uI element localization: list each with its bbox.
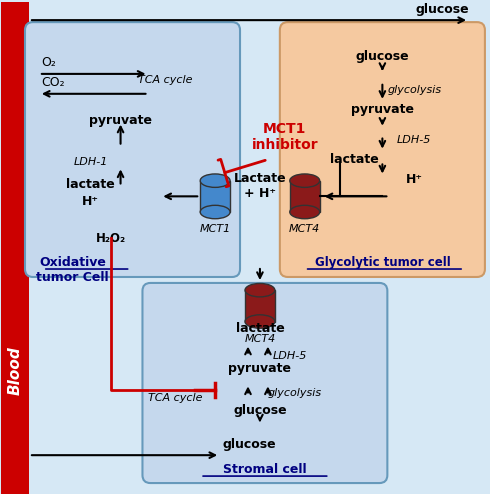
Text: MCT1
inhibitor: MCT1 inhibitor xyxy=(251,122,318,152)
Ellipse shape xyxy=(290,174,319,187)
Bar xyxy=(200,181,230,212)
Text: lactate: lactate xyxy=(236,322,284,335)
Text: glucose: glucose xyxy=(416,3,469,16)
Text: CO₂: CO₂ xyxy=(41,76,65,89)
Text: H⁺: H⁺ xyxy=(406,173,423,186)
Ellipse shape xyxy=(245,284,275,297)
Text: pyruvate: pyruvate xyxy=(351,103,414,116)
FancyBboxPatch shape xyxy=(1,2,29,494)
Text: pyruvate: pyruvate xyxy=(228,362,292,375)
Text: Glycolytic tumor cell: Glycolytic tumor cell xyxy=(315,256,450,269)
Ellipse shape xyxy=(200,206,230,219)
Text: glycolysis: glycolysis xyxy=(387,85,441,95)
Text: Stromal cell: Stromal cell xyxy=(223,463,307,476)
FancyBboxPatch shape xyxy=(143,283,388,483)
Text: glucose: glucose xyxy=(233,404,287,417)
Text: pyruvate: pyruvate xyxy=(89,114,152,126)
Text: MCT1: MCT1 xyxy=(199,224,231,234)
Text: MCT4: MCT4 xyxy=(289,224,320,234)
Text: H₂O₂: H₂O₂ xyxy=(96,232,125,245)
Text: O₂: O₂ xyxy=(41,56,56,69)
Text: Oxidative
tumor Cell: Oxidative tumor Cell xyxy=(36,256,109,284)
Bar xyxy=(290,181,319,212)
FancyBboxPatch shape xyxy=(280,22,485,277)
Ellipse shape xyxy=(245,315,275,328)
Ellipse shape xyxy=(290,206,319,219)
Text: glycolysis: glycolysis xyxy=(268,388,322,399)
Text: LDH-1: LDH-1 xyxy=(74,157,108,166)
Bar xyxy=(245,290,275,322)
Text: glucose: glucose xyxy=(356,50,409,63)
Text: LDH-5: LDH-5 xyxy=(397,134,431,145)
Text: H⁺: H⁺ xyxy=(82,195,99,208)
FancyBboxPatch shape xyxy=(25,22,240,277)
Text: lactate: lactate xyxy=(330,153,379,166)
Text: Blood: Blood xyxy=(7,346,23,395)
Text: MCT4: MCT4 xyxy=(245,334,275,344)
Text: TCA cycle: TCA cycle xyxy=(148,393,202,404)
Text: lactate: lactate xyxy=(66,178,115,191)
Ellipse shape xyxy=(200,174,230,187)
Text: Lactate
+ H⁺: Lactate + H⁺ xyxy=(234,172,286,201)
Text: glucose: glucose xyxy=(222,438,276,451)
Text: TCA cycle: TCA cycle xyxy=(138,75,193,85)
Text: LDH-5: LDH-5 xyxy=(272,351,307,361)
